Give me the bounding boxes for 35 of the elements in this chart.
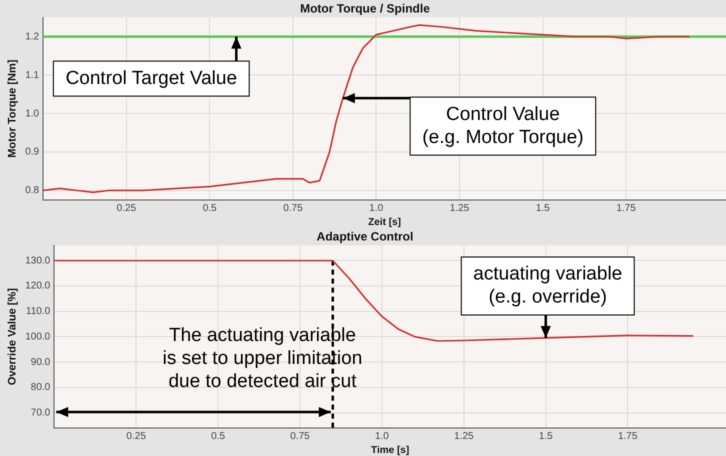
x-tick-label: 1.75 (616, 202, 636, 214)
x-axis-title: Zeit [s] (368, 216, 401, 228)
y-tick-label: 80.0 (30, 382, 51, 394)
x-axis-title: Time [s] (371, 444, 410, 456)
x-tick-label: 0.25 (126, 430, 146, 442)
x-tick-label: 1.25 (454, 430, 474, 442)
annotation: Control Value (e.g. Motor Torque) (422, 104, 584, 148)
y-tick-label: 70.0 (30, 408, 51, 419)
x-tick-label: 1.5 (536, 202, 550, 214)
y-tick-label: 0.9 (25, 146, 40, 158)
annotation: actuating variable (e.g. override) (473, 264, 622, 308)
x-tick-label: 0.5 (211, 430, 226, 442)
y-tick-label: 120.0 (25, 280, 51, 292)
x-tick-label: 1.0 (369, 202, 384, 214)
x-tick-label: 1.5 (538, 430, 554, 442)
x-tick-label: 0.25 (116, 202, 137, 214)
y-tick-label: 1.1 (25, 70, 40, 81)
annotation: Control Target Value (66, 68, 238, 89)
x-tick-label: 0.75 (290, 430, 310, 442)
y-tick-label: 110.0 (26, 306, 51, 318)
x-tick-label: 1.0 (374, 430, 390, 442)
y-tick-label: 1.2 (25, 31, 40, 42)
y-tick-label: 0.8 (25, 185, 40, 196)
y-tick-label: 130.0 (25, 255, 51, 266)
y-tick-label: 90.0 (30, 356, 51, 368)
chart-title: Motor Torque / Spindle (300, 2, 430, 16)
chart-title: Adaptive Control (316, 230, 414, 244)
y-tick-label: 100.0 (25, 331, 51, 342)
y-axis-title: Motor Torque [Nm] (6, 59, 19, 158)
y-axis-title: Override Value [%] (6, 288, 19, 386)
x-tick-label: 0.5 (202, 202, 218, 214)
x-tick-label: 0.75 (283, 202, 304, 214)
y-tick-label: 1.0 (25, 108, 40, 120)
x-tick-label: 1.25 (450, 202, 470, 214)
x-tick-label: 1.75 (618, 430, 638, 442)
